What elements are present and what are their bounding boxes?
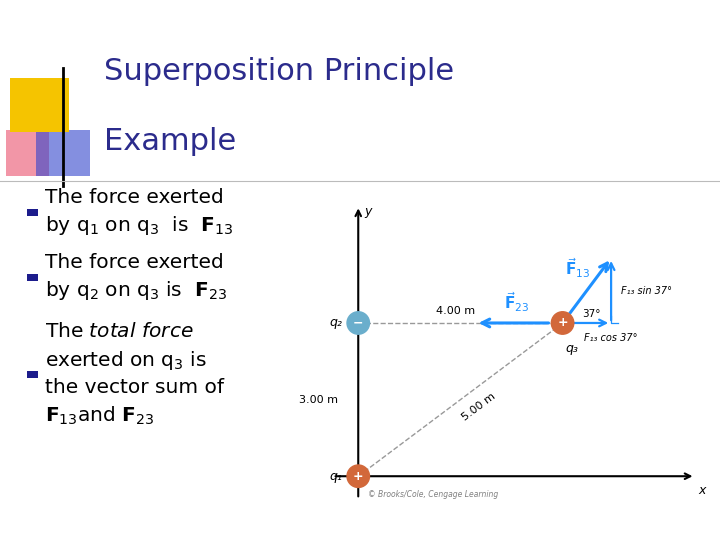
Circle shape: [552, 312, 574, 334]
Bar: [27, 371, 38, 378]
Text: F₁₃ sin 37°: F₁₃ sin 37°: [621, 286, 672, 296]
Text: F₁₃ cos 37°: F₁₃ cos 37°: [585, 333, 638, 343]
Text: x: x: [698, 484, 706, 497]
Bar: [27, 274, 38, 281]
Text: q₁: q₁: [329, 470, 342, 483]
Text: 4.00 m: 4.00 m: [436, 306, 475, 316]
Bar: [10, 78, 69, 132]
Text: +: +: [353, 470, 364, 483]
Text: q₃: q₃: [565, 342, 578, 355]
Text: −: −: [353, 316, 364, 329]
Text: The force exerted
by q$_2$ on q$_3$ is  $\mathbf{F}_{23}$: The force exerted by q$_2$ on q$_3$ is $…: [45, 253, 227, 302]
Text: Superposition Principle: Superposition Principle: [104, 57, 454, 86]
Text: $\vec{\mathbf{F}}_{13}$: $\vec{\mathbf{F}}_{13}$: [565, 256, 590, 280]
Bar: [36, 130, 90, 176]
Text: +: +: [557, 316, 568, 329]
Text: 3.00 m: 3.00 m: [299, 395, 338, 404]
Text: Example: Example: [104, 127, 237, 156]
Circle shape: [347, 312, 369, 334]
Circle shape: [347, 465, 369, 488]
Text: © Brooks/Cole, Cengage Learning: © Brooks/Cole, Cengage Learning: [369, 490, 499, 499]
Bar: [6, 130, 49, 176]
Bar: [27, 209, 38, 216]
Text: 5.00 m: 5.00 m: [459, 392, 497, 423]
Text: $\vec{\mathbf{F}}_{23}$: $\vec{\mathbf{F}}_{23}$: [504, 290, 529, 314]
Text: 37°: 37°: [582, 309, 600, 319]
Text: The $\it{total\ force}$
exerted on q$_3$ is
the vector sum of
$\mathbf{F}_{13}$a: The $\it{total\ force}$ exerted on q$_3$…: [45, 322, 224, 427]
Text: q₂: q₂: [329, 316, 342, 329]
Text: y: y: [364, 206, 372, 219]
Text: The force exerted
by q$_1$ on q$_3$  is  $\mathbf{F}_{13}$: The force exerted by q$_1$ on q$_3$ is $…: [45, 188, 233, 238]
